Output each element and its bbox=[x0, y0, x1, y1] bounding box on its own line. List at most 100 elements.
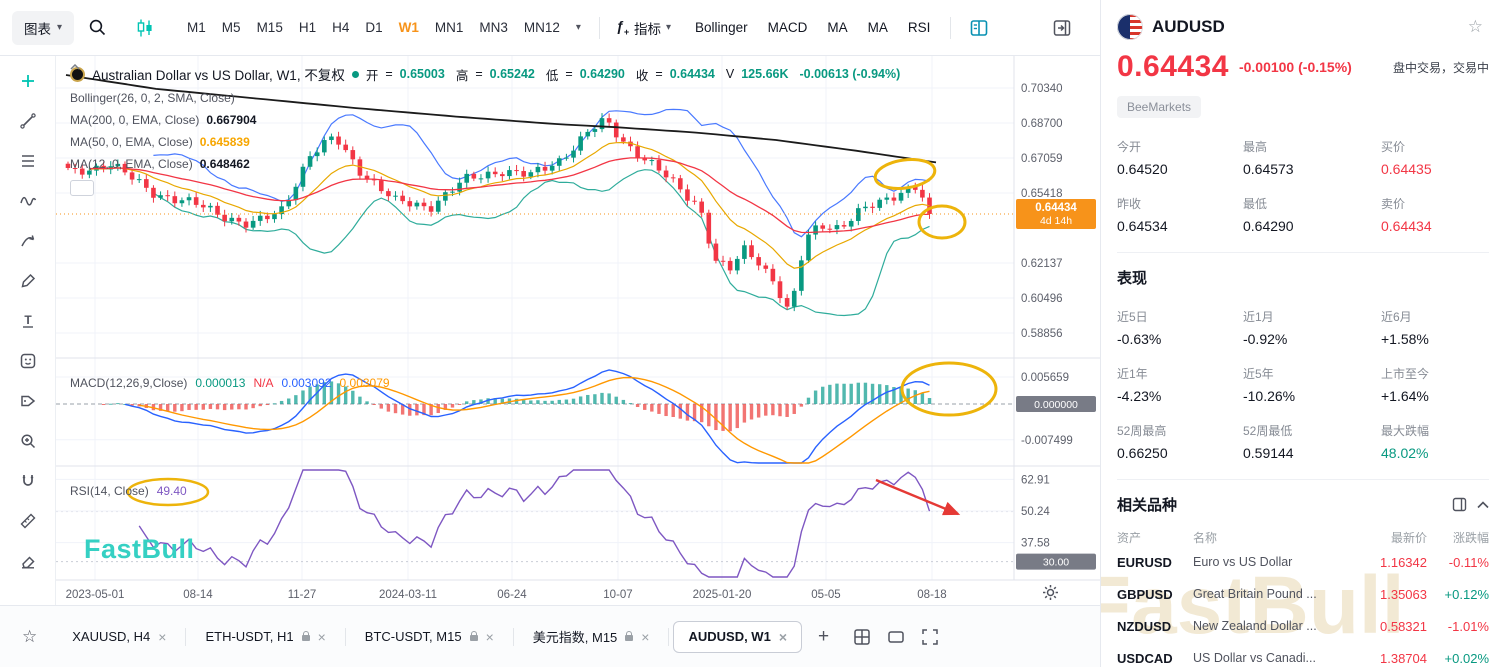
indicator-shortcut-group: Bollinger MACD MA MA RSI bbox=[685, 14, 940, 41]
favorites-star-button[interactable]: ☆ bbox=[16, 626, 43, 648]
overlay-legend-3[interactable]: MA(12, 0, EMA, Close) 0.648462 bbox=[70, 156, 904, 172]
overlay-value: 0.667904 bbox=[206, 113, 257, 127]
timeframe-mn12[interactable]: MN12 bbox=[516, 14, 568, 41]
timeframe-mn3[interactable]: MN3 bbox=[471, 14, 516, 41]
indicator-button-bollinger-0[interactable]: Bollinger bbox=[685, 14, 758, 41]
broker-badge[interactable]: BeeMarkets bbox=[1117, 96, 1202, 118]
indicator-button-macd-1[interactable]: MACD bbox=[758, 14, 818, 41]
overlay-legend-0[interactable]: Bollinger(26, 0, 2, SMA, Close) bbox=[70, 90, 904, 106]
price-chart[interactable]: 0.70340 0.68700 0.67059 0.65418 0.62137 0.604… bbox=[56, 56, 1100, 605]
fib-retracement-tool[interactable] bbox=[8, 144, 48, 178]
open-panel-icon[interactable] bbox=[1452, 497, 1467, 512]
quote-stats-grid: 今开 0.64520 最高 0.64573 买价 0.64435 昨收 0.64534 最低 0.… bbox=[1117, 138, 1489, 234]
timeframe-d1[interactable]: D1 bbox=[357, 14, 390, 41]
close-tab-icon[interactable]: × bbox=[485, 628, 494, 645]
overlay-legend-1[interactable]: MA(200, 0, EMA, Close) 0.667904 bbox=[70, 112, 904, 128]
indicators-menu-button[interactable]: ƒ+ 指标 ▾ bbox=[610, 12, 677, 44]
performance-grid: 近5日 -0.63% 近1月 -0.92% 近6月 +1.58% 近1年 -4.23% 近5年 -… bbox=[1117, 308, 1489, 461]
sticker-tool[interactable] bbox=[8, 344, 48, 378]
svg-text:06-24: 06-24 bbox=[497, 589, 527, 601]
related-row-gbpusd[interactable]: GBPUSD Great Britain Pound ... 1.35063 +0.1… bbox=[1117, 578, 1489, 610]
zoom-in-tool[interactable] bbox=[8, 424, 48, 458]
related-table: EURUSD Euro vs US Dollar 1.16342 -0.11% GBPU… bbox=[1117, 546, 1489, 667]
chart-tab-0[interactable]: XAUUSD, H4 × bbox=[57, 621, 181, 653]
timeframe-h4[interactable]: H4 bbox=[324, 14, 357, 41]
close-tab-icon[interactable]: × bbox=[778, 628, 787, 645]
svg-text:0.58856: 0.58856 bbox=[1021, 328, 1063, 340]
curve-arrow-tool[interactable] bbox=[8, 224, 48, 258]
timeframe-group: M1 M5 M15 H1 H4 D1 W1 MN1 MN3 MN12 bbox=[179, 14, 568, 41]
measure-tool[interactable] bbox=[8, 504, 48, 538]
svg-text:4d 14h: 4d 14h bbox=[1040, 215, 1072, 227]
indicator-button-ma-3[interactable]: MA bbox=[858, 14, 898, 41]
chart-type-menu-button[interactable]: 图表 ▾ bbox=[12, 10, 75, 45]
eraser-icon bbox=[21, 556, 35, 569]
quote-symbol: AUDUSD bbox=[1152, 17, 1225, 36]
close-tab-icon[interactable]: × bbox=[317, 628, 326, 645]
macd-legend-value-3: 0.003079 bbox=[339, 376, 390, 390]
perf-2: 近6月 +1.58% bbox=[1381, 308, 1489, 347]
timeframe-m1[interactable]: M1 bbox=[179, 14, 214, 41]
quote-panel: FastBull AUDUSD ☆ 0.64434 -0.00100 (-0.1… bbox=[1100, 0, 1505, 667]
overlay-name: MA(12, 0, EMA, Close) bbox=[70, 157, 193, 171]
more-timeframes-button[interactable]: ▾ bbox=[570, 16, 587, 39]
collapse-right-panel-button[interactable] bbox=[1046, 12, 1078, 44]
add-tab-button[interactable]: + bbox=[812, 625, 835, 649]
grid-layout-button[interactable] bbox=[847, 622, 877, 652]
overlay-name: MA(50, 0, EMA, Close) bbox=[70, 135, 193, 149]
single-view-button[interactable] bbox=[881, 622, 911, 652]
open-value: 0.65003 bbox=[399, 67, 445, 81]
close-tab-icon[interactable]: × bbox=[158, 628, 167, 645]
perf-0-label: 近5日 bbox=[1117, 310, 1148, 324]
chart-settings-button[interactable] bbox=[1042, 584, 1058, 600]
close-label: 收 bbox=[635, 68, 649, 83]
rsi-legend[interactable]: RSI(14, Close) 49.40 bbox=[70, 484, 187, 498]
magnet-tool[interactable] bbox=[8, 464, 48, 498]
related-row-nzdusd[interactable]: NZDUSD New Zealand Dollar ... 0.58321 -1.01… bbox=[1117, 610, 1489, 642]
layout-panels-button[interactable] bbox=[963, 12, 995, 44]
tag-tool[interactable] bbox=[8, 384, 48, 418]
wave-tool[interactable] bbox=[8, 184, 48, 218]
indicator-button-ma-2[interactable]: MA bbox=[817, 14, 857, 41]
chart-tab-3[interactable]: 美元指数, M15 × bbox=[518, 621, 665, 653]
timeframe-mn1[interactable]: MN1 bbox=[427, 14, 472, 41]
related-row-usdcad[interactable]: USDCAD US Dollar vs Canadi... 1.38704 +0.02… bbox=[1117, 642, 1489, 667]
chart-tab-4[interactable]: AUDUSD, W1 × bbox=[673, 620, 802, 653]
candlestick-icon bbox=[137, 19, 152, 36]
chevron-down-icon: ▾ bbox=[575, 22, 581, 33]
indicator-button-rsi-4[interactable]: RSI bbox=[898, 14, 941, 41]
overlay-legend-2[interactable]: MA(50, 0, EMA, Close) 0.645839 bbox=[70, 134, 904, 150]
related-price: 0.58321 bbox=[1380, 618, 1427, 634]
macd-legend[interactable]: MACD(12,26,9,Close) 0.000013 N/A 0.003092 0.… bbox=[70, 376, 390, 390]
text-tool[interactable]: T bbox=[8, 304, 48, 338]
chevron-up-icon[interactable] bbox=[1477, 500, 1489, 509]
timeframe-m5[interactable]: M5 bbox=[214, 14, 249, 41]
chart-plot[interactable]: 0.70340 0.68700 0.67059 0.65418 0.62137 0.604… bbox=[56, 56, 1100, 605]
perf-0: 近5日 -0.63% bbox=[1117, 308, 1243, 347]
candle-style-button[interactable] bbox=[129, 12, 161, 44]
brush-tool[interactable] bbox=[8, 264, 48, 298]
perf-5: 上市至今 +1.64% bbox=[1381, 365, 1489, 404]
timeframe-h1[interactable]: H1 bbox=[291, 14, 324, 41]
chart-tab-2[interactable]: BTC-USDT, M15 × bbox=[350, 621, 509, 653]
svg-text:10-07: 10-07 bbox=[603, 589, 632, 601]
search-button[interactable] bbox=[82, 12, 113, 43]
stat-2-label: 买价 bbox=[1381, 140, 1406, 154]
timeframe-m15[interactable]: M15 bbox=[249, 14, 291, 41]
add-tool[interactable] bbox=[8, 64, 48, 98]
stat-3: 昨收 0.64534 bbox=[1117, 195, 1243, 234]
fib-retracement-icon bbox=[21, 155, 34, 167]
favorite-star-icon[interactable]: ☆ bbox=[1462, 16, 1489, 38]
eraser-tool[interactable] bbox=[8, 544, 48, 578]
timeframe-w1[interactable]: W1 bbox=[391, 14, 427, 41]
legend-collapse-button[interactable] bbox=[70, 64, 94, 196]
chart-tab-1[interactable]: ETH-USDT, H1 × bbox=[190, 621, 340, 653]
trend-line-tool[interactable] bbox=[8, 104, 48, 138]
related-table-header: 资产 名称 最新价 涨跌幅 bbox=[1117, 529, 1489, 546]
close-tab-icon[interactable]: × bbox=[641, 628, 650, 645]
fullscreen-button[interactable] bbox=[915, 622, 945, 652]
related-row-eurusd[interactable]: EURUSD Euro vs US Dollar 1.16342 -0.11% bbox=[1117, 546, 1489, 578]
symbol-legend[interactable]: Australian Dollar vs US Dollar, W1, 不复权 … bbox=[70, 64, 904, 84]
divider bbox=[1117, 252, 1489, 253]
related-symbol: USDCAD bbox=[1117, 650, 1173, 666]
